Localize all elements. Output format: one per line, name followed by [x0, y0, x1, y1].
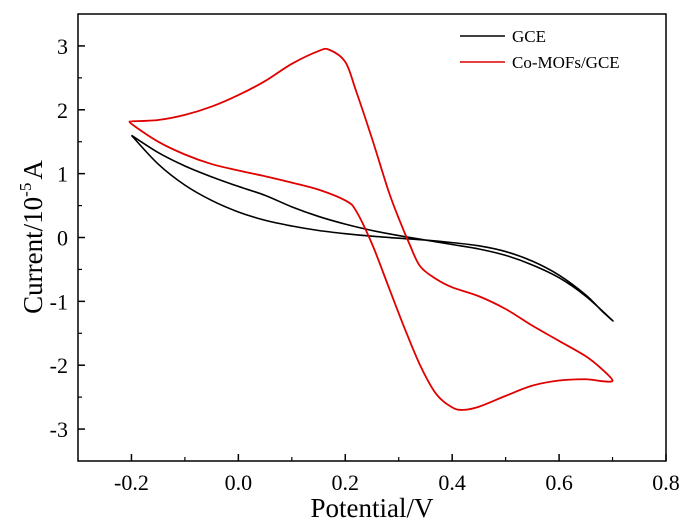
y-tick-label: 1 [57, 162, 68, 187]
y-axis-title: Current/10-5 A [16, 160, 48, 314]
legend: GCE Co-MOFs/GCE [460, 27, 620, 72]
y-tick-label: 2 [57, 98, 68, 123]
x-axis-title: Potential/V [311, 493, 434, 523]
y-axis-title-main: Current/10 [18, 197, 48, 314]
y-tick-label: -3 [50, 417, 68, 442]
x-tick-label: 0.4 [438, 470, 466, 495]
y-axis-title-unit: A [18, 160, 48, 180]
axis-ticks: -0.2 0.0 0.2 0.4 0.6 0.8 -3 -2 -1 0 1 2 3 [50, 34, 680, 495]
x-tick-label: -0.2 [114, 470, 149, 495]
series-line-co-mofs-gce [128, 47, 614, 411]
y-tick-label: 0 [57, 226, 68, 251]
series-curves [128, 47, 614, 411]
y-tick-label: 3 [57, 34, 68, 59]
x-tick-label: 0.0 [225, 470, 253, 495]
series-line-gce [130, 134, 614, 322]
x-tick-label: 0.2 [332, 470, 360, 495]
legend-label-gce: GCE [512, 27, 546, 46]
x-tick-label: 0.8 [652, 470, 680, 495]
plot-frame [77, 13, 667, 462]
y-tick-label: -1 [50, 289, 68, 314]
y-axis-title-exponent: -5 [16, 183, 35, 197]
legend-label-comofs: Co-MOFs/GCE [512, 53, 620, 72]
y-tick-label: -2 [50, 353, 68, 378]
x-tick-label: 0.6 [545, 470, 573, 495]
